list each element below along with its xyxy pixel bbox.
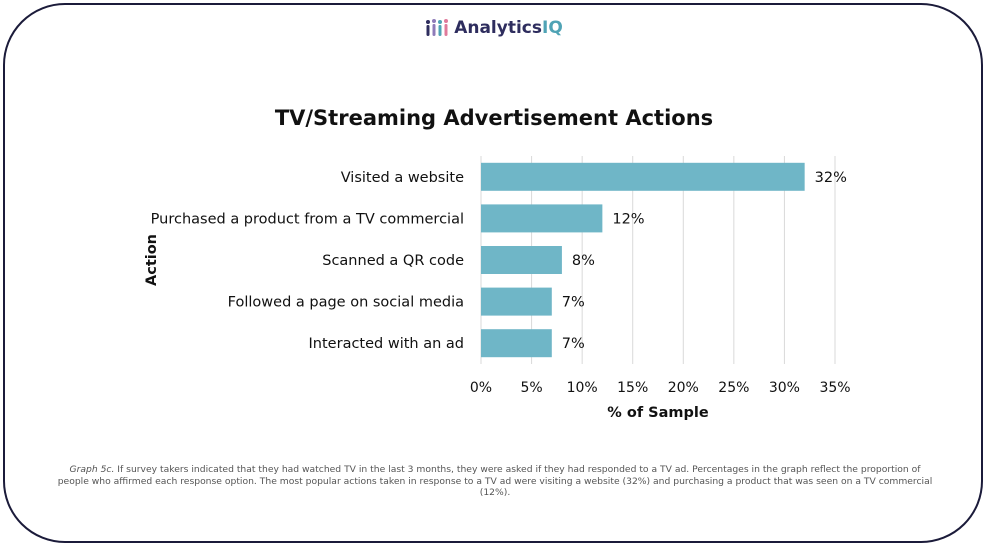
category-label: Followed a page on social media — [228, 295, 464, 311]
bar — [481, 329, 552, 358]
brand-logo: AnalyticsIQ — [0, 18, 988, 46]
brand-name-part2: IQ — [542, 18, 563, 38]
caption-lead: Graph 5c. — [69, 464, 115, 475]
caption-text: If survey takers indicated that they had… — [57, 464, 933, 498]
data-label: 7% — [562, 295, 585, 311]
data-label: 12% — [612, 211, 644, 227]
data-label: 32% — [815, 170, 847, 186]
x-tick-label: 20% — [668, 380, 699, 396]
category-label: Visited a website — [341, 170, 464, 186]
brand-name: AnalyticsIQ — [454, 18, 563, 38]
x-tick-label: 15% — [617, 380, 648, 396]
y-axis-title: Action — [144, 234, 160, 286]
chart-title: TV/Streaming Advertisement Actions — [274, 106, 714, 130]
bar — [481, 162, 805, 191]
category-label: Purchased a product from a TV commercial — [151, 211, 464, 227]
x-tick-label: 0% — [470, 380, 492, 396]
category-label: Scanned a QR code — [322, 253, 464, 269]
x-tick-label: 25% — [718, 380, 749, 396]
data-label: 8% — [572, 253, 595, 269]
x-axis-title: % of Sample — [607, 405, 709, 421]
brand-name-part1: Analytics — [454, 18, 542, 38]
data-label: 7% — [562, 336, 585, 352]
bar — [481, 287, 552, 316]
people-bars-icon — [426, 19, 449, 36]
bar — [481, 204, 603, 233]
x-tick-label: 5% — [520, 380, 542, 396]
category-label: Interacted with an ad — [309, 336, 464, 352]
bar — [481, 246, 562, 274]
x-tick-label: 35% — [819, 380, 850, 396]
x-tick-label: 30% — [769, 380, 800, 396]
x-tick-label: 10% — [567, 380, 598, 396]
figure-caption: Graph 5c. If survey takers indicated tha… — [55, 464, 935, 499]
